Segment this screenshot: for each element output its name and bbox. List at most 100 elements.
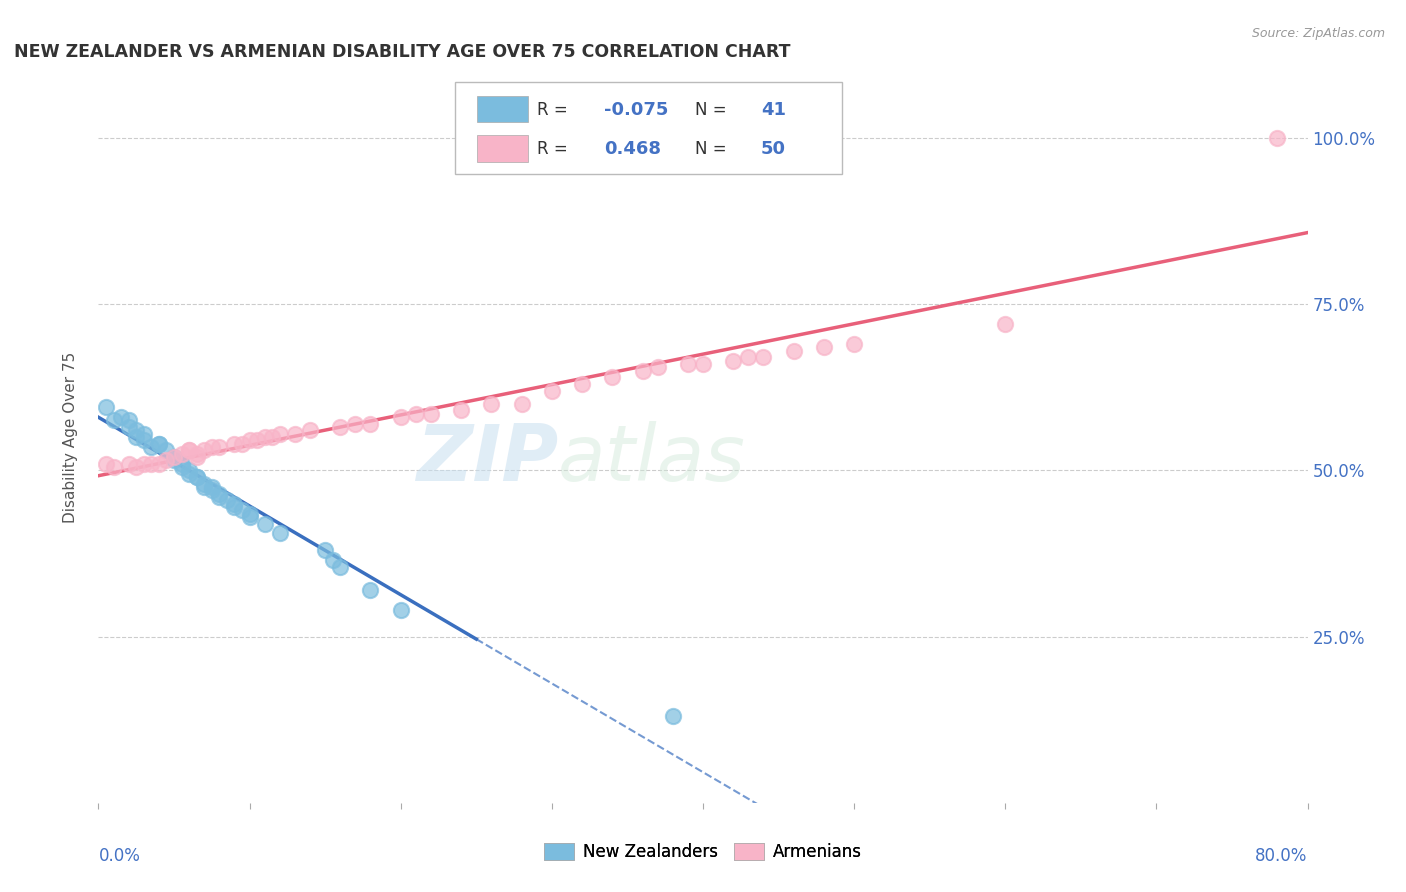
Point <box>224 497 246 511</box>
Point <box>389 410 412 425</box>
Point <box>284 426 307 441</box>
Point <box>262 430 284 444</box>
Point <box>179 443 201 458</box>
Point <box>125 424 148 438</box>
Point <box>118 420 141 434</box>
Point <box>163 453 186 467</box>
Point <box>215 493 238 508</box>
Point <box>163 450 186 464</box>
Point <box>450 403 472 417</box>
Point <box>737 351 759 365</box>
Point <box>224 436 246 450</box>
Point <box>201 480 224 494</box>
Point <box>132 457 155 471</box>
Point <box>103 413 125 427</box>
Text: 0.468: 0.468 <box>603 140 661 158</box>
Text: 0.0%: 0.0% <box>98 847 141 864</box>
Point <box>360 417 382 431</box>
Text: N =: N = <box>695 101 731 119</box>
Point <box>170 457 193 471</box>
Point <box>692 357 714 371</box>
Point <box>631 363 654 377</box>
Point <box>141 440 163 454</box>
Text: 50: 50 <box>761 140 786 158</box>
Point <box>389 603 412 617</box>
Point <box>201 440 224 454</box>
Point <box>125 460 148 475</box>
Point <box>179 467 201 481</box>
Point <box>186 470 208 484</box>
Point <box>571 376 593 391</box>
Point <box>224 500 246 514</box>
Point <box>193 476 215 491</box>
Text: ZIP: ZIP <box>416 421 558 497</box>
Point <box>110 410 132 425</box>
Point <box>813 340 835 354</box>
Point <box>314 543 336 558</box>
Text: -0.075: -0.075 <box>603 101 668 119</box>
Text: NEW ZEALANDER VS ARMENIAN DISABILITY AGE OVER 75 CORRELATION CHART: NEW ZEALANDER VS ARMENIAN DISABILITY AGE… <box>14 44 790 62</box>
Point <box>246 434 269 448</box>
Point <box>239 434 262 448</box>
Point <box>676 357 699 371</box>
Point <box>132 426 155 441</box>
Point <box>253 516 276 531</box>
Point <box>170 447 193 461</box>
FancyBboxPatch shape <box>477 95 527 122</box>
Point <box>179 443 201 458</box>
Point <box>405 407 427 421</box>
Point <box>148 457 170 471</box>
Point <box>540 384 562 398</box>
Point <box>155 443 177 458</box>
Point <box>231 436 253 450</box>
Point <box>269 526 291 541</box>
Point <box>208 490 231 504</box>
Point <box>148 436 170 450</box>
Point <box>752 351 775 365</box>
Point <box>94 457 117 471</box>
Point <box>329 559 352 574</box>
Text: Source: ZipAtlas.com: Source: ZipAtlas.com <box>1251 27 1385 40</box>
Point <box>148 436 170 450</box>
Text: R =: R = <box>537 140 574 158</box>
Legend: New Zealanders, Armenians: New Zealanders, Armenians <box>537 836 869 868</box>
Point <box>510 397 533 411</box>
Point <box>239 507 262 521</box>
Point <box>844 337 866 351</box>
Point <box>208 486 231 500</box>
Point <box>723 353 745 368</box>
FancyBboxPatch shape <box>477 135 527 161</box>
Text: 80.0%: 80.0% <box>1256 847 1308 864</box>
Point <box>179 463 201 477</box>
Point <box>170 460 193 475</box>
Point <box>647 360 669 375</box>
Point <box>193 480 215 494</box>
Point <box>344 417 367 431</box>
Point <box>602 370 624 384</box>
Point <box>1267 131 1289 145</box>
Point <box>118 457 141 471</box>
Point <box>125 430 148 444</box>
Point <box>239 509 262 524</box>
Point <box>662 709 685 723</box>
Point <box>186 470 208 484</box>
Text: R =: R = <box>537 101 574 119</box>
Point <box>186 447 208 461</box>
Text: 41: 41 <box>761 101 786 119</box>
Point <box>253 430 276 444</box>
Point <box>994 317 1017 331</box>
Point <box>329 420 352 434</box>
Y-axis label: Disability Age Over 75: Disability Age Over 75 <box>63 351 77 523</box>
Point <box>269 426 291 441</box>
Point <box>208 440 231 454</box>
Point <box>783 343 806 358</box>
FancyBboxPatch shape <box>456 82 842 174</box>
Point <box>163 450 186 464</box>
Point <box>94 400 117 414</box>
Text: N =: N = <box>695 140 731 158</box>
Point <box>193 443 215 458</box>
Point <box>360 582 382 597</box>
Point <box>141 457 163 471</box>
Point <box>299 424 322 438</box>
Text: atlas: atlas <box>558 421 745 497</box>
